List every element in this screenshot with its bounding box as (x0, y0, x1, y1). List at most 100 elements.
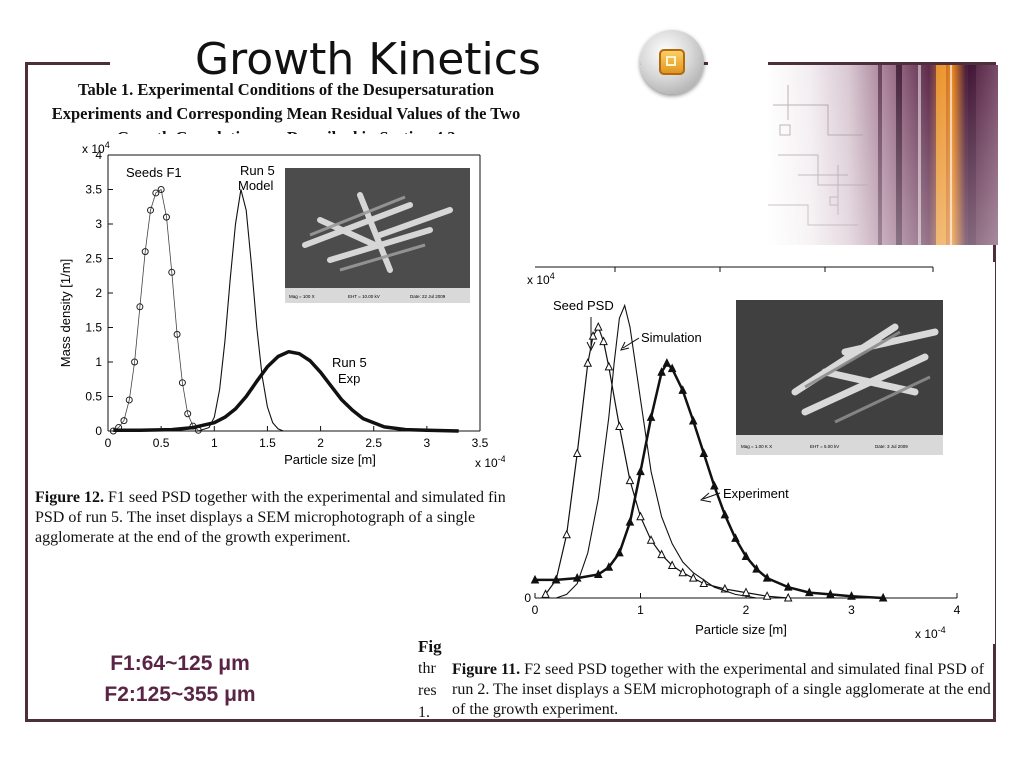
series-line (555, 303, 757, 599)
data-point (783, 582, 793, 591)
data-point (636, 511, 645, 521)
series-simulation (555, 303, 757, 599)
data-point (178, 379, 186, 387)
x-tick-label: 3.5 (472, 436, 489, 450)
series-run-5-model (198, 189, 284, 432)
data-point (646, 412, 656, 421)
data-point (699, 448, 709, 458)
data-point (699, 578, 709, 588)
hidden-caption-line: Fig (418, 637, 442, 656)
data-point (662, 358, 672, 367)
data-point (604, 361, 614, 371)
x-tick-label: 3 (424, 436, 431, 450)
figure-caption-text: F1 seed PSD together with the experiment… (35, 489, 518, 546)
data-point (173, 330, 181, 338)
y-tick-label: 4 (95, 148, 102, 162)
y-axis-label: Mass density [1/m] (58, 259, 73, 367)
x-axis-multiplier: x 10-4 (475, 454, 506, 470)
data-point (604, 562, 614, 571)
decorative-stripes-image (768, 65, 998, 245)
size-note-f1: F1:64~125 μm (110, 652, 250, 675)
data-point (625, 475, 635, 485)
data-point (541, 589, 550, 598)
table-caption: Table 1. Experimental Conditions of the … (36, 78, 536, 134)
x-tick-label: 0 (532, 603, 539, 617)
inset-meta: EHT = 10.00 kV (348, 294, 380, 299)
data-point (572, 448, 582, 458)
table-caption-line: Growth Correlations as Described in Sect… (36, 126, 536, 134)
sem-inset-image: Mag = 100 X EHT = 10.00 kV Date: 22 Jul … (285, 168, 470, 303)
annotation-run5-model: Run 5 (240, 163, 275, 178)
series-line (535, 361, 884, 600)
inset-meta: Mag = 1.00 K X (741, 444, 772, 449)
data-point (131, 358, 139, 366)
x-tick-label: 1.5 (259, 436, 276, 450)
y-tick-label: 2 (95, 286, 102, 300)
series-line (198, 189, 284, 432)
data-point (636, 466, 645, 476)
data-point (667, 560, 677, 569)
data-point (752, 563, 761, 573)
y-tick-label: 0.5 (85, 390, 102, 404)
data-point (136, 303, 144, 311)
data-point (562, 529, 571, 539)
annotation-simulation: Simulation (641, 330, 702, 345)
y-tick-label: 1.5 (85, 321, 102, 335)
series-experiment (530, 358, 888, 602)
figure-label: Figure 11. (452, 661, 521, 678)
y-tick-label: 1 (95, 355, 102, 369)
table-caption-line: Experiments and Corresponding Mean Resid… (51, 104, 521, 123)
data-point (688, 573, 698, 582)
annotation-seed-psd: Seed PSD (553, 298, 614, 313)
data-point (583, 358, 593, 367)
partially-hidden-caption: Fig thr res 1. (418, 636, 454, 724)
data-point (588, 331, 598, 340)
data-point (162, 213, 170, 221)
data-point (120, 417, 128, 425)
figure-12-chart: x 104 x 10-4 Particle size [m] Mass dens… (30, 135, 510, 475)
data-point (710, 480, 719, 490)
data-point (625, 517, 635, 526)
figure-caption-text: F2 seed PSD together with the experiment… (452, 661, 991, 718)
data-point (572, 573, 582, 582)
data-point (646, 535, 656, 544)
data-point (593, 322, 603, 331)
data-point (615, 421, 624, 430)
x-tick-label: 2 (317, 436, 324, 450)
annotation-experiment: Experiment (723, 486, 789, 501)
data-point (657, 549, 666, 559)
data-point (826, 589, 835, 598)
table-caption-line: Table 1. Experimental Conditions of the … (77, 80, 495, 99)
annotation-run5-exp: Exp (338, 371, 360, 386)
y-axis-multiplier: x 104 (527, 271, 555, 287)
series-line (113, 349, 459, 433)
inset-meta: EHT = 5.00 kV (810, 444, 839, 449)
data-point (741, 551, 751, 560)
x-tick-label: 0.5 (153, 436, 170, 450)
data-point (593, 569, 603, 579)
data-point (878, 592, 888, 602)
hidden-caption-line: 1. (418, 704, 430, 721)
figure-11-caption: Figure 11. F2 seed PSD together with the… (452, 660, 997, 720)
x-axis-multiplier: x 10-4 (915, 625, 946, 641)
data-point (731, 533, 740, 542)
slide-nav-button[interactable] (640, 30, 704, 94)
data-point (678, 385, 688, 394)
data-point (141, 248, 149, 256)
data-point (599, 336, 608, 346)
inset-meta: Date: 22 Jul 2009 (410, 294, 446, 299)
hidden-caption-line: thr (418, 660, 436, 677)
figure-12-caption: Figure 12. F1 seed PSD together with the… (35, 488, 535, 548)
data-point (125, 396, 133, 404)
x-tick-label: 1 (637, 603, 644, 617)
y-tick-label: 2.5 (85, 252, 102, 266)
series-run-5-exp (113, 349, 459, 433)
figure-11-chart: x 104 x 10-4 Particle size [m] Seed PSD … (505, 262, 995, 644)
y-tick-label: 3 (95, 217, 102, 231)
x-tick-label: 0 (105, 436, 112, 450)
x-axis-label: Particle size [m] (284, 452, 376, 467)
data-point (184, 410, 192, 418)
y-tick-label: 0 (95, 424, 102, 438)
y-axis-multiplier: x 104 (82, 140, 110, 156)
x-tick-label: 1 (211, 436, 218, 450)
